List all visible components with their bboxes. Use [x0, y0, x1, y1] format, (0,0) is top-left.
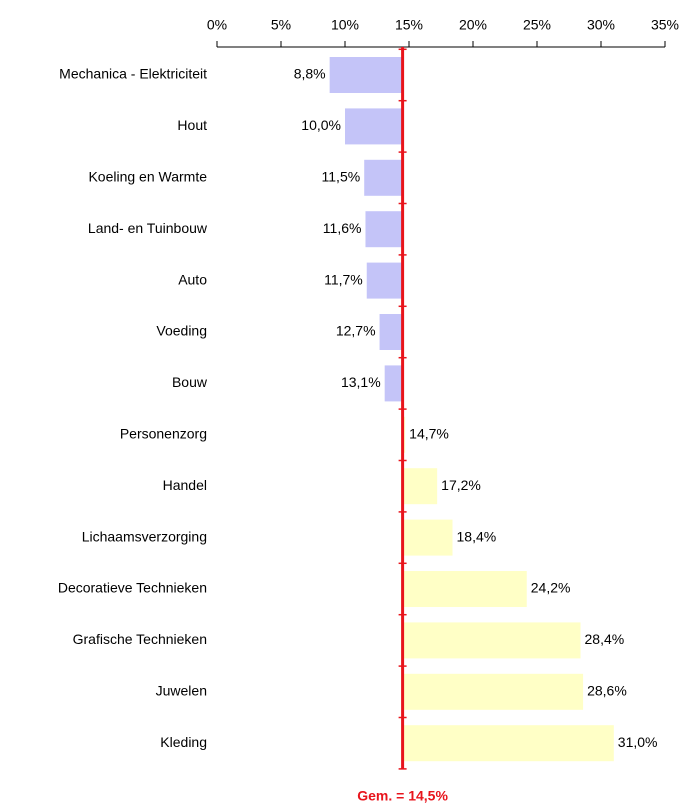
- value-label: 17,2%: [441, 477, 481, 493]
- value-label: 11,6%: [323, 220, 362, 236]
- bar: [402, 673, 584, 710]
- category-label: Bouw: [172, 374, 208, 390]
- bar: [402, 468, 438, 505]
- bar: [402, 725, 614, 762]
- bar: [364, 159, 403, 196]
- bar: [384, 365, 403, 402]
- value-label: 14,7%: [409, 426, 449, 442]
- value-label: 28,6%: [587, 683, 627, 699]
- value-label: 8,8%: [294, 66, 326, 82]
- value-label: 11,7%: [324, 271, 363, 287]
- bar: [402, 571, 527, 607]
- value-label: 12,7%: [336, 323, 376, 339]
- category-label: Lichaamsverzorging: [82, 528, 207, 544]
- value-label: 10,0%: [301, 117, 341, 133]
- bar: [329, 57, 403, 93]
- x-tick-label: 25%: [523, 17, 551, 33]
- x-tick-label: 20%: [459, 17, 487, 33]
- category-label: Grafische Technieken: [73, 631, 207, 647]
- x-tick-label: 15%: [395, 17, 423, 33]
- x-tick-label: 35%: [651, 17, 679, 33]
- category-label: Voeding: [156, 323, 207, 339]
- value-label: 13,1%: [341, 374, 381, 390]
- category-label: Kleding: [160, 734, 207, 750]
- bar: [345, 108, 403, 145]
- category-label: Handel: [163, 477, 207, 493]
- value-label: 24,2%: [531, 580, 571, 596]
- value-label: 18,4%: [457, 528, 497, 544]
- category-label: Personenzorg: [120, 426, 207, 442]
- category-label: Mechanica - Elektriciteit: [59, 66, 207, 82]
- category-label: Decoratieve Technieken: [58, 580, 207, 596]
- x-tick-label: 0%: [207, 17, 227, 33]
- bar: [366, 262, 403, 299]
- category-label: Auto: [178, 271, 207, 287]
- bar: [379, 314, 403, 350]
- bar: [402, 622, 581, 659]
- x-tick-label: 10%: [331, 17, 359, 33]
- value-label: 11,5%: [322, 169, 361, 185]
- category-label: Hout: [177, 117, 207, 133]
- bar: [365, 211, 403, 248]
- value-label: 31,0%: [618, 734, 658, 750]
- x-tick-label: 5%: [271, 17, 291, 33]
- category-label: Koeling en Warmte: [88, 169, 207, 185]
- bar: [402, 519, 453, 556]
- value-label: 28,4%: [585, 631, 625, 647]
- average-label: Gem. = 14,5%: [357, 788, 448, 804]
- category-label: Land- en Tuinbouw: [88, 220, 208, 236]
- category-label: Juwelen: [156, 683, 207, 699]
- x-tick-label: 30%: [587, 17, 615, 33]
